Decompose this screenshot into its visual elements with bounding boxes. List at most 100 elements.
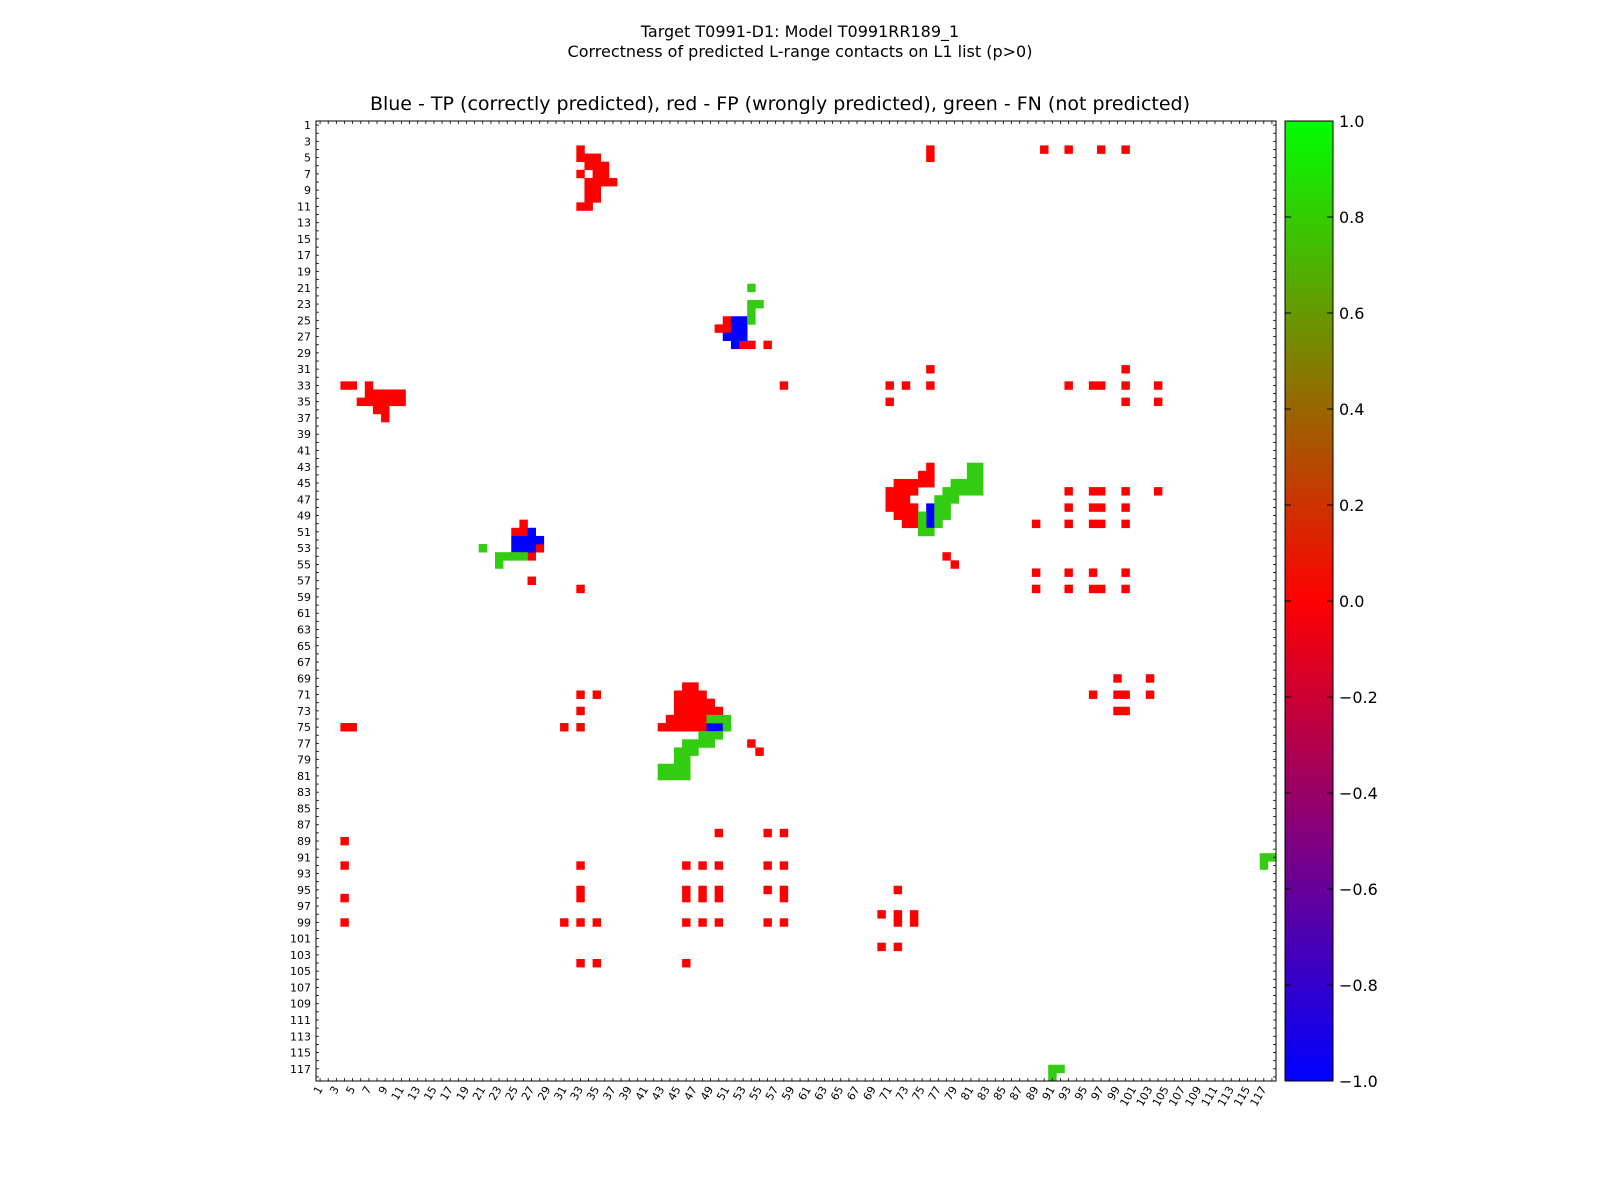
y-tick-label: 95 <box>297 884 311 897</box>
y-tick-label: 103 <box>290 949 311 962</box>
cell-fp <box>698 706 707 716</box>
x-tick-label: 107 <box>1166 1084 1188 1109</box>
cell-fp <box>909 478 919 488</box>
cell-fn <box>966 470 976 480</box>
cell-fp <box>747 739 756 748</box>
cell-fp <box>665 723 675 732</box>
cell-fn <box>974 478 984 488</box>
y-tick-label: 77 <box>297 737 311 750</box>
cell-fn <box>673 755 683 765</box>
cell-fp <box>576 918 585 927</box>
cell-fp <box>714 828 724 838</box>
cell-fp <box>1153 381 1163 390</box>
y-tick-label: 41 <box>297 444 311 457</box>
cell-tp <box>706 723 715 732</box>
x-tick-label: 101 <box>1117 1084 1139 1109</box>
cell-tp <box>519 544 528 553</box>
x-tick-label: 73 <box>893 1084 911 1103</box>
y-tick-label: 49 <box>297 510 311 523</box>
cell-fp <box>1064 584 1073 594</box>
cell-fp <box>690 706 699 716</box>
cell-fn <box>519 552 528 561</box>
y-tick-label: 111 <box>290 1014 311 1027</box>
cell-fp <box>918 478 927 488</box>
x-tick-label: 33 <box>568 1084 586 1103</box>
cell-fp <box>893 503 903 512</box>
cell-fp <box>576 690 585 699</box>
cell-tp <box>511 544 520 553</box>
y-tick-label: 25 <box>297 314 311 327</box>
cell-fp <box>909 503 919 512</box>
cell-fn <box>747 316 756 325</box>
cell-fn <box>747 283 756 293</box>
cell-fp <box>763 918 772 927</box>
colorbar-tick-label: −0.4 <box>1339 784 1378 803</box>
cell-fp <box>673 706 683 716</box>
cell-fp <box>1031 584 1041 594</box>
x-tick-label: 47 <box>682 1084 700 1103</box>
cell-fp <box>893 885 903 895</box>
cell-fp <box>763 828 772 838</box>
cell-tp <box>730 324 740 333</box>
cell-fn <box>673 763 683 773</box>
cell-fn <box>665 771 675 781</box>
cell-fp <box>893 478 903 488</box>
cell-fp <box>1088 381 1098 390</box>
cell-fp <box>1121 503 1130 512</box>
cell-fp <box>592 177 602 187</box>
y-tick-label: 97 <box>297 900 311 913</box>
x-tick-label: 5 <box>343 1084 358 1097</box>
colorbar-tick-label: 0.0 <box>1339 592 1364 611</box>
cell-fp <box>926 381 935 390</box>
x-tick-label: 109 <box>1183 1084 1205 1109</box>
cell-fp <box>1097 584 1106 594</box>
y-tick-label: 45 <box>297 477 311 490</box>
cell-fp <box>926 462 935 472</box>
cell-fp <box>1097 503 1106 512</box>
cell-fp <box>779 861 789 870</box>
y-tick-label: 27 <box>297 331 311 344</box>
cell-fp <box>901 503 911 512</box>
cell-fn <box>918 511 927 520</box>
cell-fp <box>926 145 935 154</box>
cell-fp <box>698 690 707 699</box>
cell-fp <box>348 381 357 390</box>
cell-fn <box>974 462 984 472</box>
cell-fp <box>1097 519 1106 529</box>
cell-fp <box>722 324 732 333</box>
x-tick-label: 105 <box>1150 1084 1172 1109</box>
cell-fp <box>576 202 585 211</box>
cell-fp <box>1121 568 1130 577</box>
cell-fp <box>926 153 935 162</box>
cell-fp <box>690 723 699 732</box>
cell-fp <box>714 706 724 716</box>
x-tick-label: 11 <box>389 1084 407 1103</box>
heatmap-cells <box>340 145 1277 1082</box>
x-tick-label: 61 <box>796 1084 814 1103</box>
cell-fn <box>926 527 935 537</box>
cell-fp <box>714 861 724 870</box>
x-tick-label: 75 <box>909 1084 927 1103</box>
y-tick-label: 55 <box>297 558 311 571</box>
y-tick-label: 7 <box>304 168 311 181</box>
cell-fp <box>682 893 691 903</box>
y-tick-label: 17 <box>297 249 311 262</box>
cell-fp <box>576 706 585 716</box>
cell-fp <box>918 470 927 480</box>
cell-fn <box>1048 1072 1057 1082</box>
x-tick-label: 15 <box>421 1084 439 1103</box>
x-tick-label: 115 <box>1231 1084 1253 1109</box>
cell-fp <box>1088 690 1098 699</box>
cell-tp <box>926 503 935 512</box>
cell-fn <box>1259 853 1269 862</box>
cell-fp <box>381 397 390 407</box>
cell-fn <box>934 495 943 504</box>
x-tick-label: 51 <box>714 1084 732 1103</box>
cell-fp <box>348 723 357 732</box>
cell-fn <box>706 739 715 748</box>
y-tick-label: 85 <box>297 802 311 815</box>
cell-fn <box>966 478 976 488</box>
cell-fn <box>682 747 691 756</box>
cell-fn <box>958 487 968 496</box>
